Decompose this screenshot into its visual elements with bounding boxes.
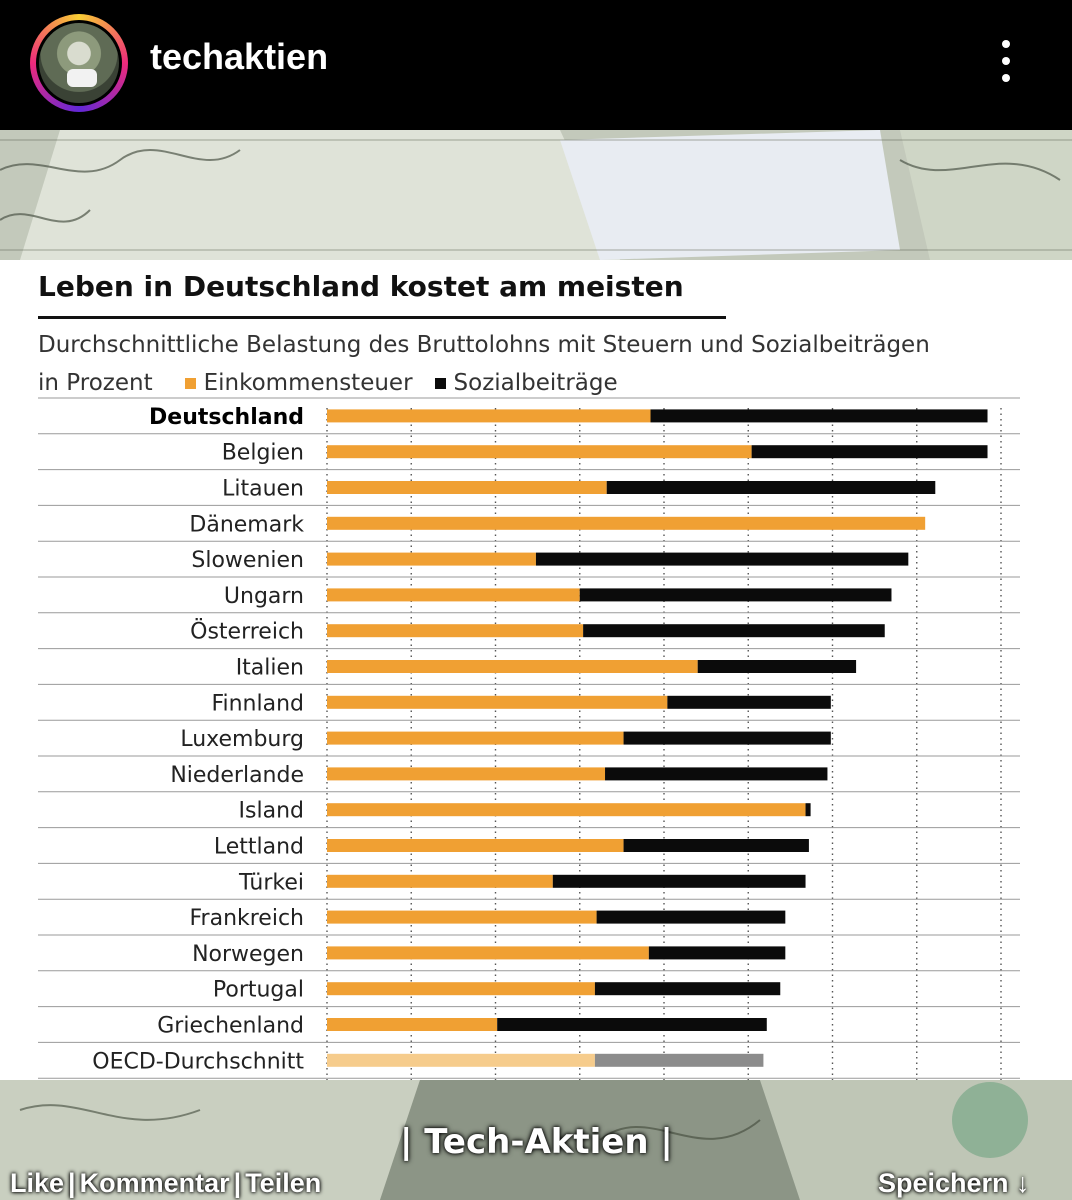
share-button[interactable]: Teilen: [245, 1168, 322, 1198]
category-label: Österreich: [190, 619, 304, 645]
bar-income-tax: [327, 695, 668, 709]
bar-income-tax: [327, 946, 649, 960]
legend-swatch-social: [434, 377, 446, 389]
bar-income-tax: [327, 552, 536, 566]
bar-social: [605, 767, 828, 781]
legend-label-income-tax: Einkommensteuer: [203, 370, 413, 396]
category-label: Türkei: [238, 870, 304, 895]
bar-income-tax: [327, 982, 595, 996]
bar-social: [594, 1053, 764, 1067]
chart-title: Leben in Deutschland kostet am meisten: [38, 270, 684, 303]
bar-social: [751, 445, 988, 459]
action-separator: |: [233, 1168, 242, 1198]
bar-social: [535, 552, 909, 566]
bar-social: [623, 839, 809, 852]
category-label: Griechenland: [157, 1014, 304, 1039]
category-label: Belgien: [222, 441, 304, 466]
bar-income-tax: [327, 624, 584, 638]
bar-income-tax: [327, 839, 624, 852]
bar-income-tax: [327, 660, 698, 673]
banknote-background-top: [0, 130, 1072, 260]
bar-income-tax: [327, 803, 806, 817]
category-label: Lettland: [214, 835, 304, 860]
bar-social: [650, 409, 988, 423]
bar-social: [606, 481, 936, 494]
title-underline: [38, 316, 726, 319]
category-label: Norwegen: [192, 942, 304, 967]
like-button[interactable]: Like: [10, 1168, 65, 1198]
category-label: Frankreich: [189, 906, 304, 931]
bar-income-tax: [327, 481, 607, 494]
bar-income-tax: [327, 1018, 498, 1031]
bar-income-tax: [327, 588, 580, 602]
category-label: Litauen: [222, 477, 304, 502]
category-label: Luxemburg: [180, 727, 304, 752]
bar-social: [552, 874, 806, 888]
username[interactable]: techaktien: [150, 36, 329, 77]
chart-subtitle: Durchschnittliche Belastung des Bruttolo…: [38, 332, 930, 358]
category-label: Ungarn: [224, 584, 304, 609]
bar-social: [623, 731, 831, 745]
more-vertical-icon[interactable]: [996, 36, 1016, 86]
action-separator: |: [68, 1168, 76, 1198]
bar-social: [697, 660, 857, 673]
save-button[interactable]: Speichern ↓: [878, 1168, 1030, 1198]
comment-button[interactable]: Kommentar: [79, 1168, 230, 1198]
bar-social: [667, 695, 831, 709]
bar-social: [805, 803, 811, 817]
post-header: techaktien: [0, 0, 1072, 130]
post-caption: | Tech-Aktien |: [400, 1122, 673, 1162]
bar-social: [583, 624, 885, 638]
bar-social: [594, 982, 781, 996]
category-label: Dänemark: [189, 512, 304, 537]
avatar-icon: [36, 20, 122, 106]
banknote-background-bottom: [0, 1080, 1072, 1200]
bar-social: [648, 946, 786, 960]
bar-social: [497, 1018, 767, 1031]
category-label: OECD-Durchschnitt: [92, 1049, 304, 1074]
bar-income-tax: [327, 516, 926, 530]
legend-swatch-income-tax: [184, 377, 196, 389]
bar-income-tax: [327, 445, 752, 459]
category-label: Slowenien: [191, 548, 304, 573]
category-label: Niederlande: [170, 763, 304, 788]
category-label: Italien: [236, 656, 304, 681]
category-label: Island: [239, 799, 304, 824]
bar-social: [579, 588, 892, 602]
legend-label-social: Sozialbeiträge: [453, 370, 618, 396]
bar-social: [596, 910, 786, 924]
bar-income-tax: [327, 731, 624, 745]
chart-legend: in Prozent Einkommensteuer Sozialbeiträg…: [38, 370, 618, 396]
bar-income-tax: [327, 874, 553, 888]
bar-income-tax: [327, 409, 651, 423]
bar-income-tax: [327, 767, 606, 781]
bar-income-tax: [327, 1053, 595, 1067]
category-label: Portugal: [213, 978, 304, 1003]
chart-card: Leben in Deutschland kostet am meisten D…: [0, 260, 1072, 1080]
post-actions: Like | Kommentar | Teilen: [10, 1168, 321, 1199]
avatar[interactable]: [30, 14, 128, 112]
bar-income-tax: [327, 910, 597, 924]
bar-chart: Deutschland Belgien Litauen Dänemark Sloweni…: [38, 397, 1020, 1080]
category-label: Finnland: [211, 691, 304, 716]
category-label: Deutschland: [149, 405, 304, 430]
unit-label: in Prozent: [38, 370, 153, 396]
